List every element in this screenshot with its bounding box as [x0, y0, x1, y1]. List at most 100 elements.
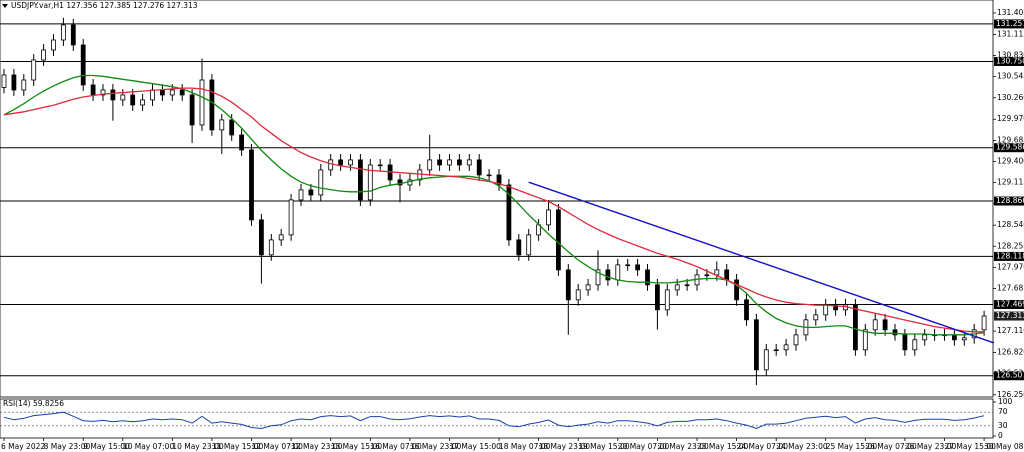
rsi-tick-label: 0	[998, 431, 1003, 440]
level-label-box	[994, 56, 1024, 66]
level-label: 129.586	[996, 143, 1024, 152]
candle-body	[526, 234, 532, 256]
candle-body	[189, 94, 195, 126]
candle-body	[645, 269, 650, 286]
candle-body	[308, 189, 314, 196]
candle-body	[397, 179, 403, 186]
level-label: 128.866	[996, 196, 1024, 205]
candle-body	[278, 234, 284, 241]
candle-body	[90, 84, 96, 96]
candle-body	[615, 264, 621, 281]
candle-body	[763, 349, 769, 371]
candle-body	[724, 269, 730, 281]
candle-body	[506, 184, 512, 241]
candle-body	[516, 239, 522, 256]
candle-body	[833, 304, 838, 311]
candle-body	[773, 349, 779, 352]
y-tick-label: 127.685	[997, 283, 1024, 292]
candle-body	[258, 219, 264, 256]
candle-body	[159, 89, 165, 96]
candle-body	[961, 337, 967, 341]
moving-average-line	[3, 87, 985, 333]
rsi-line	[3, 411, 985, 430]
candle-body	[575, 289, 581, 301]
x-tick-label: 19 May 15:00	[578, 442, 630, 451]
chart-title: USDJPY.var,H1 127.356 127.385 127.276 12…	[11, 1, 198, 10]
candle-body	[140, 99, 146, 106]
x-tick-label: 16 May 07:00	[370, 442, 422, 451]
level-label-box	[994, 143, 1024, 153]
x-tick-label: 16 May 23:00	[410, 442, 462, 451]
moving-average-line	[3, 74, 985, 336]
candle-body	[466, 159, 472, 166]
candle-body	[922, 334, 928, 341]
candle-body	[853, 304, 858, 351]
candle-body	[981, 315, 987, 331]
candle-body	[229, 119, 235, 136]
x-tick-label: 10 May 07:00	[123, 442, 175, 451]
x-tick-label: 11 May 15:00	[212, 442, 264, 451]
y-tick-label: 130.260	[997, 93, 1024, 102]
candle-body	[427, 159, 433, 171]
candle-body	[635, 264, 640, 271]
candle-body	[298, 189, 304, 201]
level-label: 126.507	[996, 371, 1024, 380]
last-price-box	[994, 311, 1024, 321]
x-tick-label: 24 May 23:00	[776, 442, 828, 451]
candle-body	[437, 159, 443, 166]
last-price-label: 127.313	[996, 311, 1024, 320]
candle-body	[823, 304, 829, 316]
candle-body	[209, 79, 215, 131]
candle-body	[199, 79, 205, 126]
x-tick-label: 18 May 07:00	[499, 442, 551, 451]
x-tick-label: 9 May 15:00	[83, 442, 130, 451]
candle-body	[754, 319, 759, 371]
candle-body	[348, 159, 353, 166]
candle-body	[268, 239, 274, 256]
candle-body	[70, 24, 76, 46]
x-tick-label: 6 May 2022	[1, 442, 45, 451]
candle-body	[288, 199, 294, 236]
x-tick-label: 30 May 08:00	[984, 442, 1024, 451]
candle-body	[882, 319, 888, 331]
x-tick-label: 18 May 23:00	[539, 442, 591, 451]
y-tick-label: 131.115	[997, 29, 1024, 38]
level-label-box	[994, 196, 1024, 206]
rsi-tick-label: 30	[998, 421, 1008, 430]
candle-body	[456, 159, 462, 166]
candle-body	[219, 119, 225, 131]
rsi-tick-label: 70	[998, 407, 1008, 416]
level-label-box	[994, 251, 1024, 261]
candle-body	[862, 329, 868, 351]
candle-body	[783, 344, 789, 351]
y-tick-label: 126.250	[997, 390, 1024, 399]
candle-body	[912, 339, 918, 351]
x-tick-label: 12 May 23:00	[291, 442, 343, 451]
candle-body	[100, 89, 106, 96]
candle-body	[664, 289, 670, 311]
y-tick-label: 129.970	[997, 114, 1024, 123]
y-tick-label: 129.115	[997, 178, 1024, 187]
candle-body	[556, 209, 561, 271]
x-tick-label: 24 May 07:00	[737, 442, 789, 451]
x-tick-label: 12 May 07:00	[252, 442, 304, 451]
candle-body	[249, 149, 254, 221]
y-tick-label: 128.540	[997, 220, 1024, 229]
x-tick-label: 17 May 15:00	[450, 442, 502, 451]
candle-body	[605, 269, 611, 281]
x-tick-label: 26 May 07:00	[865, 442, 917, 451]
candle-body	[150, 89, 155, 101]
candle-body	[872, 319, 878, 331]
x-tick-label: 25 May 15:00	[826, 442, 878, 451]
x-tick-label: 23 May 15:00	[697, 442, 749, 451]
candle-body	[179, 89, 185, 96]
candle-body	[714, 269, 720, 276]
candle-body	[328, 159, 334, 171]
candle-body	[734, 279, 739, 301]
trendline	[528, 181, 995, 344]
candle-body	[1, 74, 7, 88]
candle-body	[952, 334, 957, 341]
candle-body	[338, 159, 344, 166]
y-tick-label: 126.820	[997, 348, 1024, 357]
candle-body	[417, 169, 423, 181]
